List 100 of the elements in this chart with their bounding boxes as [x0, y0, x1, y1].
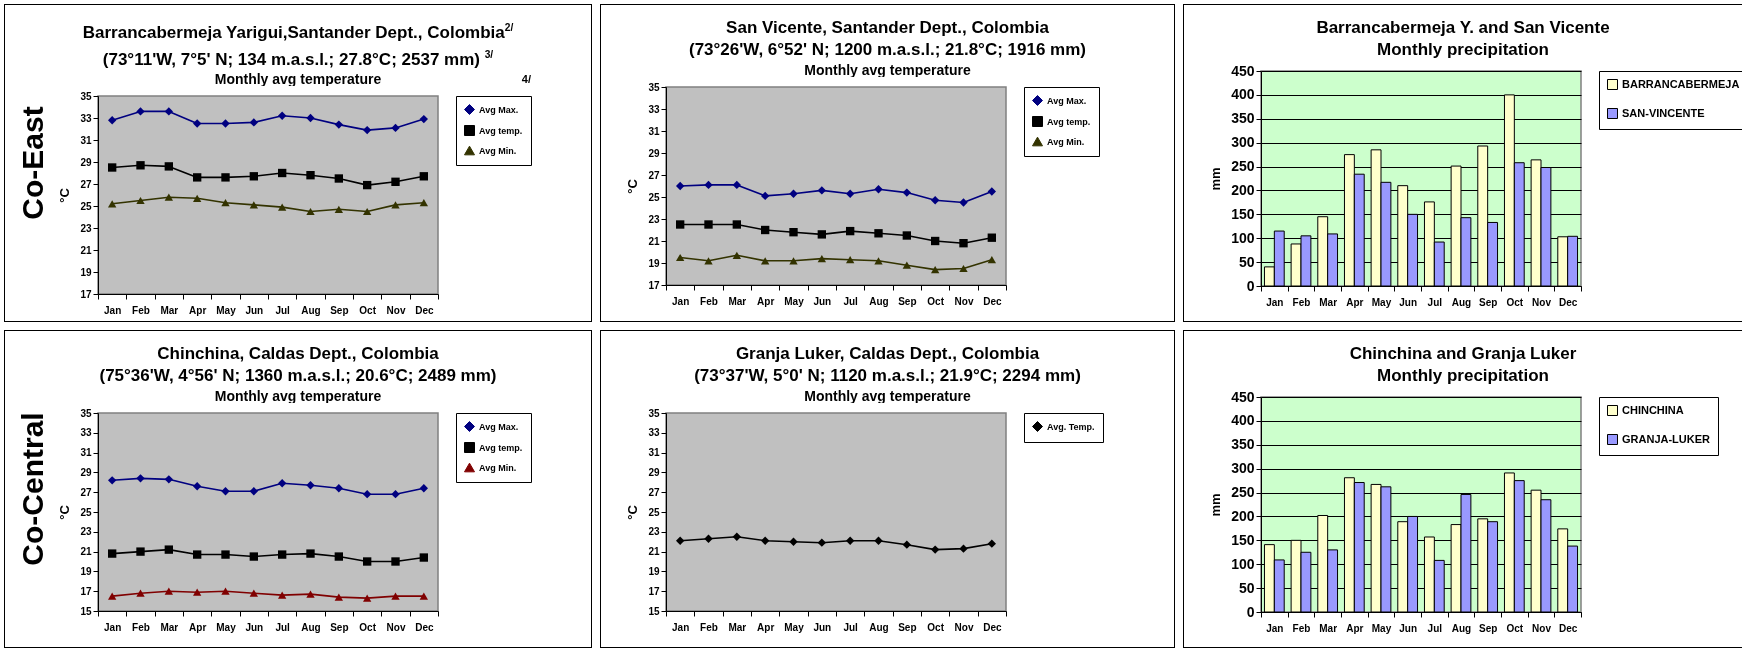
- legend-label: Avg Min.: [479, 462, 517, 473]
- x-tick-label: Nov: [954, 621, 974, 633]
- y-tick-label: 29: [80, 466, 92, 478]
- y-tick-label: 27: [80, 486, 92, 498]
- y-tick-label: 350: [1231, 436, 1255, 453]
- x-tick-label: May: [216, 621, 237, 633]
- y-axis-title: °C: [625, 178, 641, 194]
- text: 4/: [521, 73, 531, 85]
- point: [391, 592, 400, 600]
- x-tick-label: Jun: [1399, 296, 1418, 308]
- point: [362, 557, 372, 566]
- point: [789, 257, 798, 265]
- y-tick-label: 19: [80, 565, 92, 577]
- point: [277, 591, 287, 599]
- y-tick-label: 25: [648, 506, 660, 518]
- point: [391, 557, 400, 566]
- point: [959, 544, 968, 553]
- x-tick-label: Mar: [728, 295, 747, 307]
- point: [136, 547, 145, 556]
- point: [902, 261, 912, 269]
- y-tick-label: 400: [1231, 412, 1255, 429]
- x-tick-label: Jan: [1266, 296, 1284, 308]
- point: [306, 590, 315, 598]
- x-tick-label: Dec: [983, 621, 1002, 633]
- point: [817, 230, 827, 239]
- point: [306, 549, 315, 558]
- point: [817, 538, 827, 547]
- point: [959, 239, 968, 248]
- point: [362, 126, 372, 135]
- point: [391, 201, 400, 209]
- x-tick-label: Oct: [1506, 622, 1524, 634]
- point: [419, 592, 429, 600]
- y-tick-label: 300: [1231, 460, 1255, 477]
- point: [732, 532, 742, 541]
- point: [930, 265, 940, 274]
- y-tick-label: 19: [648, 257, 660, 269]
- point: [959, 264, 968, 273]
- x-tick-label: Mar: [160, 304, 179, 316]
- point: [845, 256, 855, 264]
- chart-title: Chinchina, Caldas Dept., Colombia: [156, 343, 440, 364]
- point: [760, 536, 770, 545]
- point: [277, 111, 287, 121]
- legend-label: GRANJA-LUKER: [1622, 432, 1711, 445]
- point: [789, 189, 798, 198]
- point: [704, 220, 713, 229]
- x-tick-label: Apr: [1346, 296, 1364, 308]
- x-tick-label: May: [784, 621, 805, 633]
- x-tick-label: Jan: [104, 304, 122, 316]
- y-tick-label: 23: [648, 526, 660, 538]
- y-tick-label: 29: [648, 466, 660, 478]
- point: [930, 236, 940, 246]
- x-tick-label: Sep: [330, 304, 349, 316]
- y-tick-label: 31: [80, 447, 92, 459]
- x-tick-label: Jul: [843, 295, 859, 307]
- x-tick-label: Jul: [1427, 296, 1443, 308]
- x-tick-label: Oct: [1506, 296, 1524, 308]
- chart-subtitle: (75°36'W, 4°56' N; 1360 m.a.s.l.; 20.6°C; 2489 mm) Monthly avg temperature: [98, 365, 498, 405]
- x-tick-label: Jan: [672, 295, 690, 307]
- x-tick-label: Jul: [1427, 622, 1443, 634]
- point: [930, 545, 940, 554]
- y-tick-label: 100: [1231, 555, 1255, 572]
- point: [306, 171, 315, 180]
- y-tick-label: 450: [1231, 388, 1255, 405]
- point: [760, 257, 770, 265]
- y-tick-label: 31: [648, 447, 660, 459]
- x-tick-label: Jun: [1399, 622, 1418, 634]
- point: [987, 187, 997, 196]
- y-tick-label: 450: [1231, 62, 1255, 79]
- y-tick-label: 17: [80, 585, 92, 597]
- point: [221, 487, 230, 496]
- y-tick-label: 300: [1231, 134, 1255, 151]
- point: [221, 199, 230, 207]
- x-tick-label: Aug: [301, 304, 321, 316]
- point: [845, 226, 855, 236]
- legend-label: Avg Max.: [479, 104, 519, 115]
- x-tick-label: Sep: [1478, 622, 1498, 634]
- y-tick-label: 21: [648, 546, 660, 558]
- x-tick-label: Apr: [757, 621, 775, 633]
- y-tick-label: 17: [648, 585, 660, 597]
- point: [164, 587, 174, 595]
- x-tick-label: Nov: [386, 304, 406, 316]
- point: [874, 185, 883, 194]
- point: [391, 490, 400, 499]
- point: [874, 257, 883, 265]
- legend-label: Avg temp.: [479, 125, 523, 136]
- x-tick-label: Aug: [869, 295, 889, 307]
- point: [192, 194, 202, 203]
- point: [249, 487, 259, 496]
- point: [136, 474, 145, 483]
- point: [704, 257, 713, 265]
- x-tick-label: Feb: [1292, 296, 1311, 308]
- point: [107, 549, 117, 558]
- point: [334, 552, 344, 561]
- point: [419, 484, 429, 493]
- point: [277, 550, 287, 559]
- x-tick-label: Dec: [415, 304, 434, 316]
- point: [306, 114, 315, 123]
- point: [192, 119, 202, 128]
- y-tick-label: 27: [80, 178, 92, 190]
- point: [704, 534, 713, 543]
